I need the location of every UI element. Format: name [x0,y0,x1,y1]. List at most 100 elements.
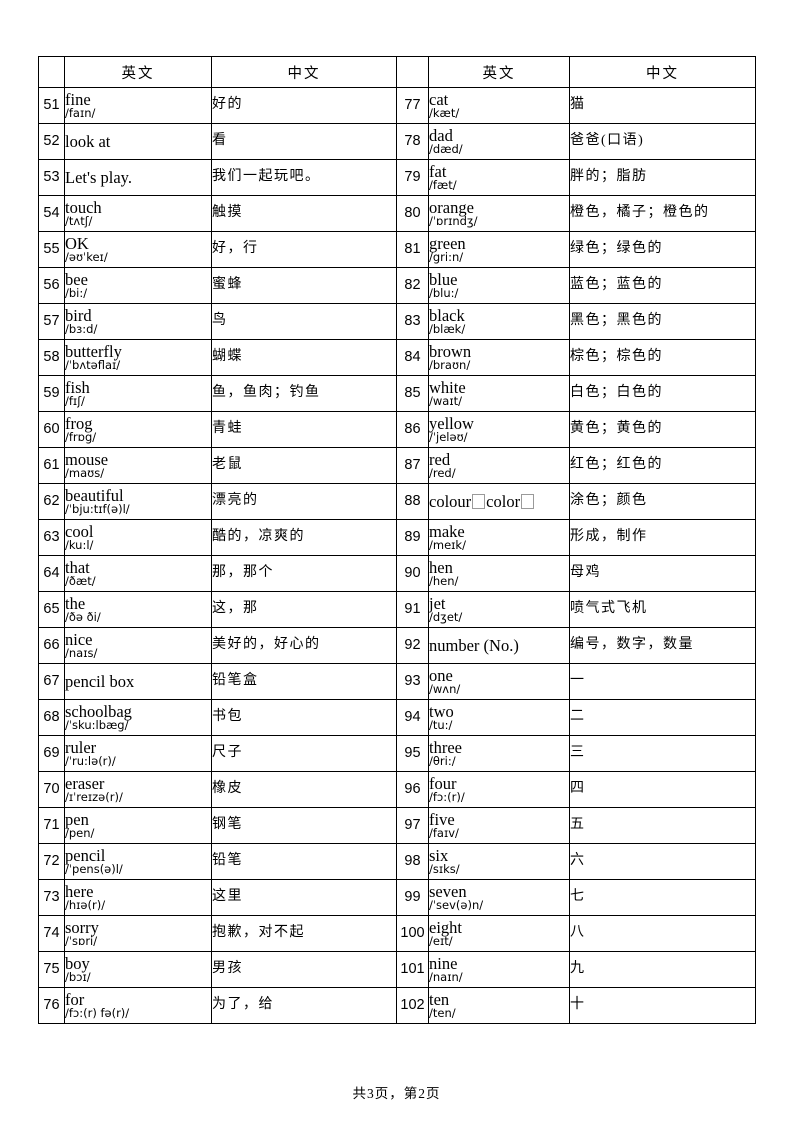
vocab-phonetic: /ˈjeləʊ/ [429,429,468,444]
vocab-english-right: nine/naɪn/ [428,951,570,988]
vocab-english-right: one/wʌn/ [428,663,570,700]
vocab-phonetic: /fæt/ [429,177,457,192]
vocab-chinese-left: 漂亮的 [211,483,397,520]
vocab-index-left: 61 [38,447,65,484]
vocab-word: mouse [65,449,109,469]
vocab-index-left: 66 [38,627,65,664]
vocab-chinese-left: 男孩 [211,951,397,988]
vocab-phonetic: /tu:/ [429,717,453,732]
vocab-chinese-right: 母鸡 [569,555,756,592]
vocab-english-right: make/meɪk/ [428,519,570,556]
vocab-chinese-left: 书包 [211,699,397,736]
vocab-index-left: 67 [38,663,65,700]
vocabulary-page: 英文 中文 英文 中文 51 fine/faɪn/好的 77 cat/kæt/猫 52 l… [38,56,756,1024]
vocab-word: red [429,449,451,469]
vocab-chinese-left: 抱歉，对不起 [211,915,397,952]
vocab-word: ruler [65,737,97,757]
vocab-phonetic: /bɜ:d/ [65,321,98,336]
vocab-word: touch [65,197,102,217]
vocab-index-right: 92 [396,627,429,664]
vocab-english-right: green/gri:n/ [428,231,570,268]
missing-glyph-icon [472,493,486,509]
vocab-word: sorry [65,917,99,937]
vocab-word: nine [429,953,458,973]
vocab-english-right: brown/braʊn/ [428,339,570,376]
vocab-word: bird [65,305,92,325]
vocabulary-table: 英文 中文 英文 中文 51 fine/faɪn/好的 77 cat/kæt/猫 52 l… [38,56,756,1024]
vocab-english-left: pencil box [64,663,212,700]
vocab-phonetic: /eɪt/ [429,933,453,948]
vocab-index-left: 53 [38,159,65,196]
vocab-index-left: 55 [38,231,65,268]
vocab-word: blue [429,269,458,289]
vocab-index-left: 76 [38,987,65,1024]
vocab-phonetic: /ˈsku:lbæg/ [65,717,129,732]
vocab-index-right: 91 [396,591,429,628]
vocab-chinese-right: 编号，数字，数量 [569,627,756,664]
vocab-index-right: 98 [396,843,429,880]
vocab-index-left: 56 [38,267,65,304]
vocab-word: eight [429,917,462,937]
vocab-english-left: sorry/ˈsɒri/ [64,915,212,952]
vocab-chinese-left: 我们一起玩吧。 [211,159,397,196]
vocab-phonetic: /bi:/ [65,285,88,300]
vocab-english-left: eraser/ɪˈreɪzə(r)/ [64,771,212,808]
vocab-english-left: for/fɔ:(r) fə(r)/ [64,987,212,1024]
vocab-index-left: 54 [38,195,65,232]
vocab-chinese-right: 四 [569,771,756,808]
vocab-index-left: 73 [38,879,65,916]
vocab-phonetic: /ten/ [429,1005,456,1020]
vocab-word: butterfly [65,341,122,361]
vocab-chinese-left: 那，那个 [211,555,397,592]
vocab-english-left: the/ðə ði/ [64,591,212,628]
vocab-word: orange [429,197,474,217]
vocab-index-left: 68 [38,699,65,736]
vocab-phonetic: /blæk/ [429,321,466,336]
vocab-chinese-right: 红色；红色的 [569,447,756,484]
vocab-chinese-right: 猫 [569,87,756,124]
vocab-chinese-right: 绿色；绿色的 [569,231,756,268]
vocab-english-left: boy/bɔɪ/ [64,951,212,988]
vocab-chinese-right: 十 [569,987,756,1024]
vocab-english-right: four/fɔ:(r)/ [428,771,570,808]
vocab-phonetic: /pen/ [65,825,95,840]
header-number-left [38,56,65,88]
vocab-chinese-right: 橙色，橘子；橙色的 [569,195,756,232]
vocab-word: pencil box [65,671,135,691]
vocab-english-left: pen/pen/ [64,807,212,844]
vocab-chinese-right: 一 [569,663,756,700]
vocab-word: dad [429,125,453,145]
vocab-word: yellow [429,413,474,433]
vocab-english-left: bird/bɜ:d/ [64,303,212,340]
vocab-index-left: 52 [38,123,65,160]
vocab-english-left: schoolbag/ˈsku:lbæg/ [64,699,212,736]
vocab-index-left: 75 [38,951,65,988]
vocab-chinese-right: 九 [569,951,756,988]
vocab-chinese-left: 蝴蝶 [211,339,397,376]
vocab-english-right: two/tu:/ [428,699,570,736]
vocab-word: five [429,809,455,829]
vocab-english-right: three/θri:/ [428,735,570,772]
vocab-chinese-left: 美好的，好心的 [211,627,397,664]
vocab-phonetic: /hɪə(r)/ [65,897,106,912]
vocab-english-right: ten/ten/ [428,987,570,1024]
header-row: 英文 中文 英文 中文 [38,56,756,88]
vocab-phonetic: /ˈsev(ə)n/ [429,897,484,912]
vocab-chinese-left: 好的 [211,87,397,124]
vocab-phonetic: /ɪˈreɪzə(r)/ [65,789,123,804]
vocab-chinese-left: 酷的，凉爽的 [211,519,397,556]
vocab-chinese-left: 好，行 [211,231,397,268]
vocab-chinese-right: 黄色；黄色的 [569,411,756,448]
vocab-word: green [429,233,466,253]
vocab-chinese-right: 形成，制作 [569,519,756,556]
vocab-index-right: 94 [396,699,429,736]
vocab-chinese-left: 蜜蜂 [211,267,397,304]
table-row: 60 frog/frɒg/青蛙 86 yellow/ˈjeləʊ/黄色；黄色的 [38,411,756,448]
table-row: 55 OK/əʊˈkeɪ/好，行 81 green/gri:n/绿色；绿色的 [38,231,756,268]
vocab-chinese-right: 棕色；棕色的 [569,339,756,376]
table-row: 75 boy/bɔɪ/男孩 101 nine/naɪn/九 [38,951,756,988]
vocab-phonetic: /red/ [429,465,456,480]
vocab-phonetic: /blu:/ [429,285,459,300]
vocab-phonetic: /bɔɪ/ [65,969,91,984]
vocab-chinese-left: 尺子 [211,735,397,772]
